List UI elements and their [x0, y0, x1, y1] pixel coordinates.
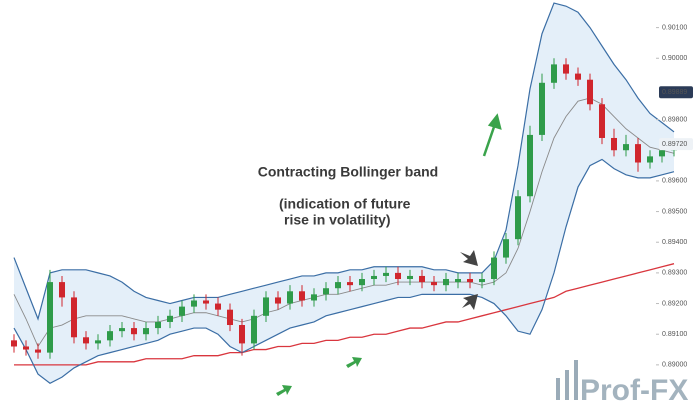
candle-body: [563, 64, 569, 74]
candle-body: [539, 82, 545, 135]
candle-body: [83, 337, 89, 344]
candle-body: [587, 79, 593, 105]
price-label: 0.89889: [662, 89, 687, 96]
annotation-line: rise in volatility): [284, 212, 391, 228]
dark-arrow: [462, 294, 478, 310]
candle-body: [263, 297, 269, 316]
candle-body: [599, 104, 605, 138]
candle-body: [23, 346, 29, 350]
annotation-line: (indication of future: [279, 196, 411, 212]
candle-body: [371, 275, 377, 280]
candle-body: [503, 239, 509, 258]
candle-body: [239, 325, 245, 344]
candle-body: [527, 134, 533, 197]
candle-body: [335, 282, 341, 289]
candle-body: [443, 279, 449, 286]
candle-body: [431, 282, 437, 286]
candle-body: [491, 257, 497, 280]
candle-body: [419, 275, 425, 283]
candle-body: [143, 328, 149, 335]
candle-body: [95, 340, 101, 344]
y-tick-label: 0.89500: [662, 208, 687, 215]
y-tick-label: 0.90100: [662, 24, 687, 31]
arrow-head: [487, 113, 502, 130]
logo-bar: [556, 378, 560, 400]
y-tick-label: 0.89300: [662, 270, 687, 277]
candle-body: [71, 297, 77, 338]
candle-body: [275, 297, 281, 304]
candle-body: [479, 279, 485, 283]
candle-body: [311, 294, 317, 301]
band-lower: [13, 158, 675, 384]
green-small-arrow: [276, 385, 292, 396]
candle-body: [383, 272, 389, 276]
candle-body: [203, 300, 209, 304]
candle-body: [611, 137, 617, 151]
logo-bar: [565, 370, 569, 400]
moving-average: [14, 263, 675, 366]
y-tick-label: 0.89800: [662, 116, 687, 123]
candle-body: [251, 315, 257, 344]
candle-body: [179, 306, 185, 316]
candle-body: [215, 303, 221, 310]
logo-bar: [574, 360, 578, 400]
candle-body: [467, 279, 473, 283]
candle-body: [119, 328, 125, 332]
candle-body: [407, 275, 413, 280]
candle-body: [191, 300, 197, 307]
green-small-arrow: [346, 357, 362, 368]
y-tick-label: 0.89600: [662, 178, 687, 185]
candle-body: [647, 156, 653, 163]
band-fill: [14, 3, 674, 384]
candle-body: [359, 279, 365, 286]
price-label-box: [659, 86, 693, 99]
y-tick-label: 0.90000: [662, 55, 687, 62]
y-tick-label: 0.89400: [662, 239, 687, 246]
candle-body: [455, 279, 461, 283]
green-arrow: [482, 113, 502, 157]
candle-body: [299, 291, 305, 301]
price-label: 0.89720: [662, 141, 687, 148]
candle-body: [131, 328, 137, 335]
candle-body: [575, 73, 581, 80]
y-tick-label: 0.89100: [662, 331, 687, 338]
candle-body: [59, 282, 65, 298]
candle-body: [551, 64, 557, 83]
candle-body: [155, 321, 161, 329]
dark-arrow: [460, 250, 478, 266]
band-middle: [13, 97, 675, 348]
candle-body: [287, 291, 293, 304]
y-tick-label: 0.89200: [662, 300, 687, 307]
candle-body: [515, 196, 521, 240]
candle-body: [323, 288, 329, 295]
candle-body: [167, 315, 173, 322]
watermark-logo: [556, 360, 578, 400]
candle-body: [35, 349, 41, 353]
y-tick-label: 0.89000: [662, 362, 687, 369]
candle-body: [227, 309, 233, 326]
plot-area: [11, 2, 677, 384]
candle-body: [47, 282, 53, 353]
annotation-title: Contracting Bollinger band: [258, 164, 438, 180]
band-upper: [13, 2, 675, 321]
arrow-shaft: [482, 123, 497, 157]
candle-body: [659, 150, 665, 157]
candle-body: [395, 272, 401, 280]
candle-body: [347, 282, 353, 286]
candle-body: [635, 144, 641, 163]
price-label-box: [659, 138, 693, 151]
candle-body: [623, 144, 629, 151]
watermark: Prof-FX: [580, 374, 688, 407]
candle-body: [107, 331, 113, 341]
candle-body: [11, 340, 17, 347]
